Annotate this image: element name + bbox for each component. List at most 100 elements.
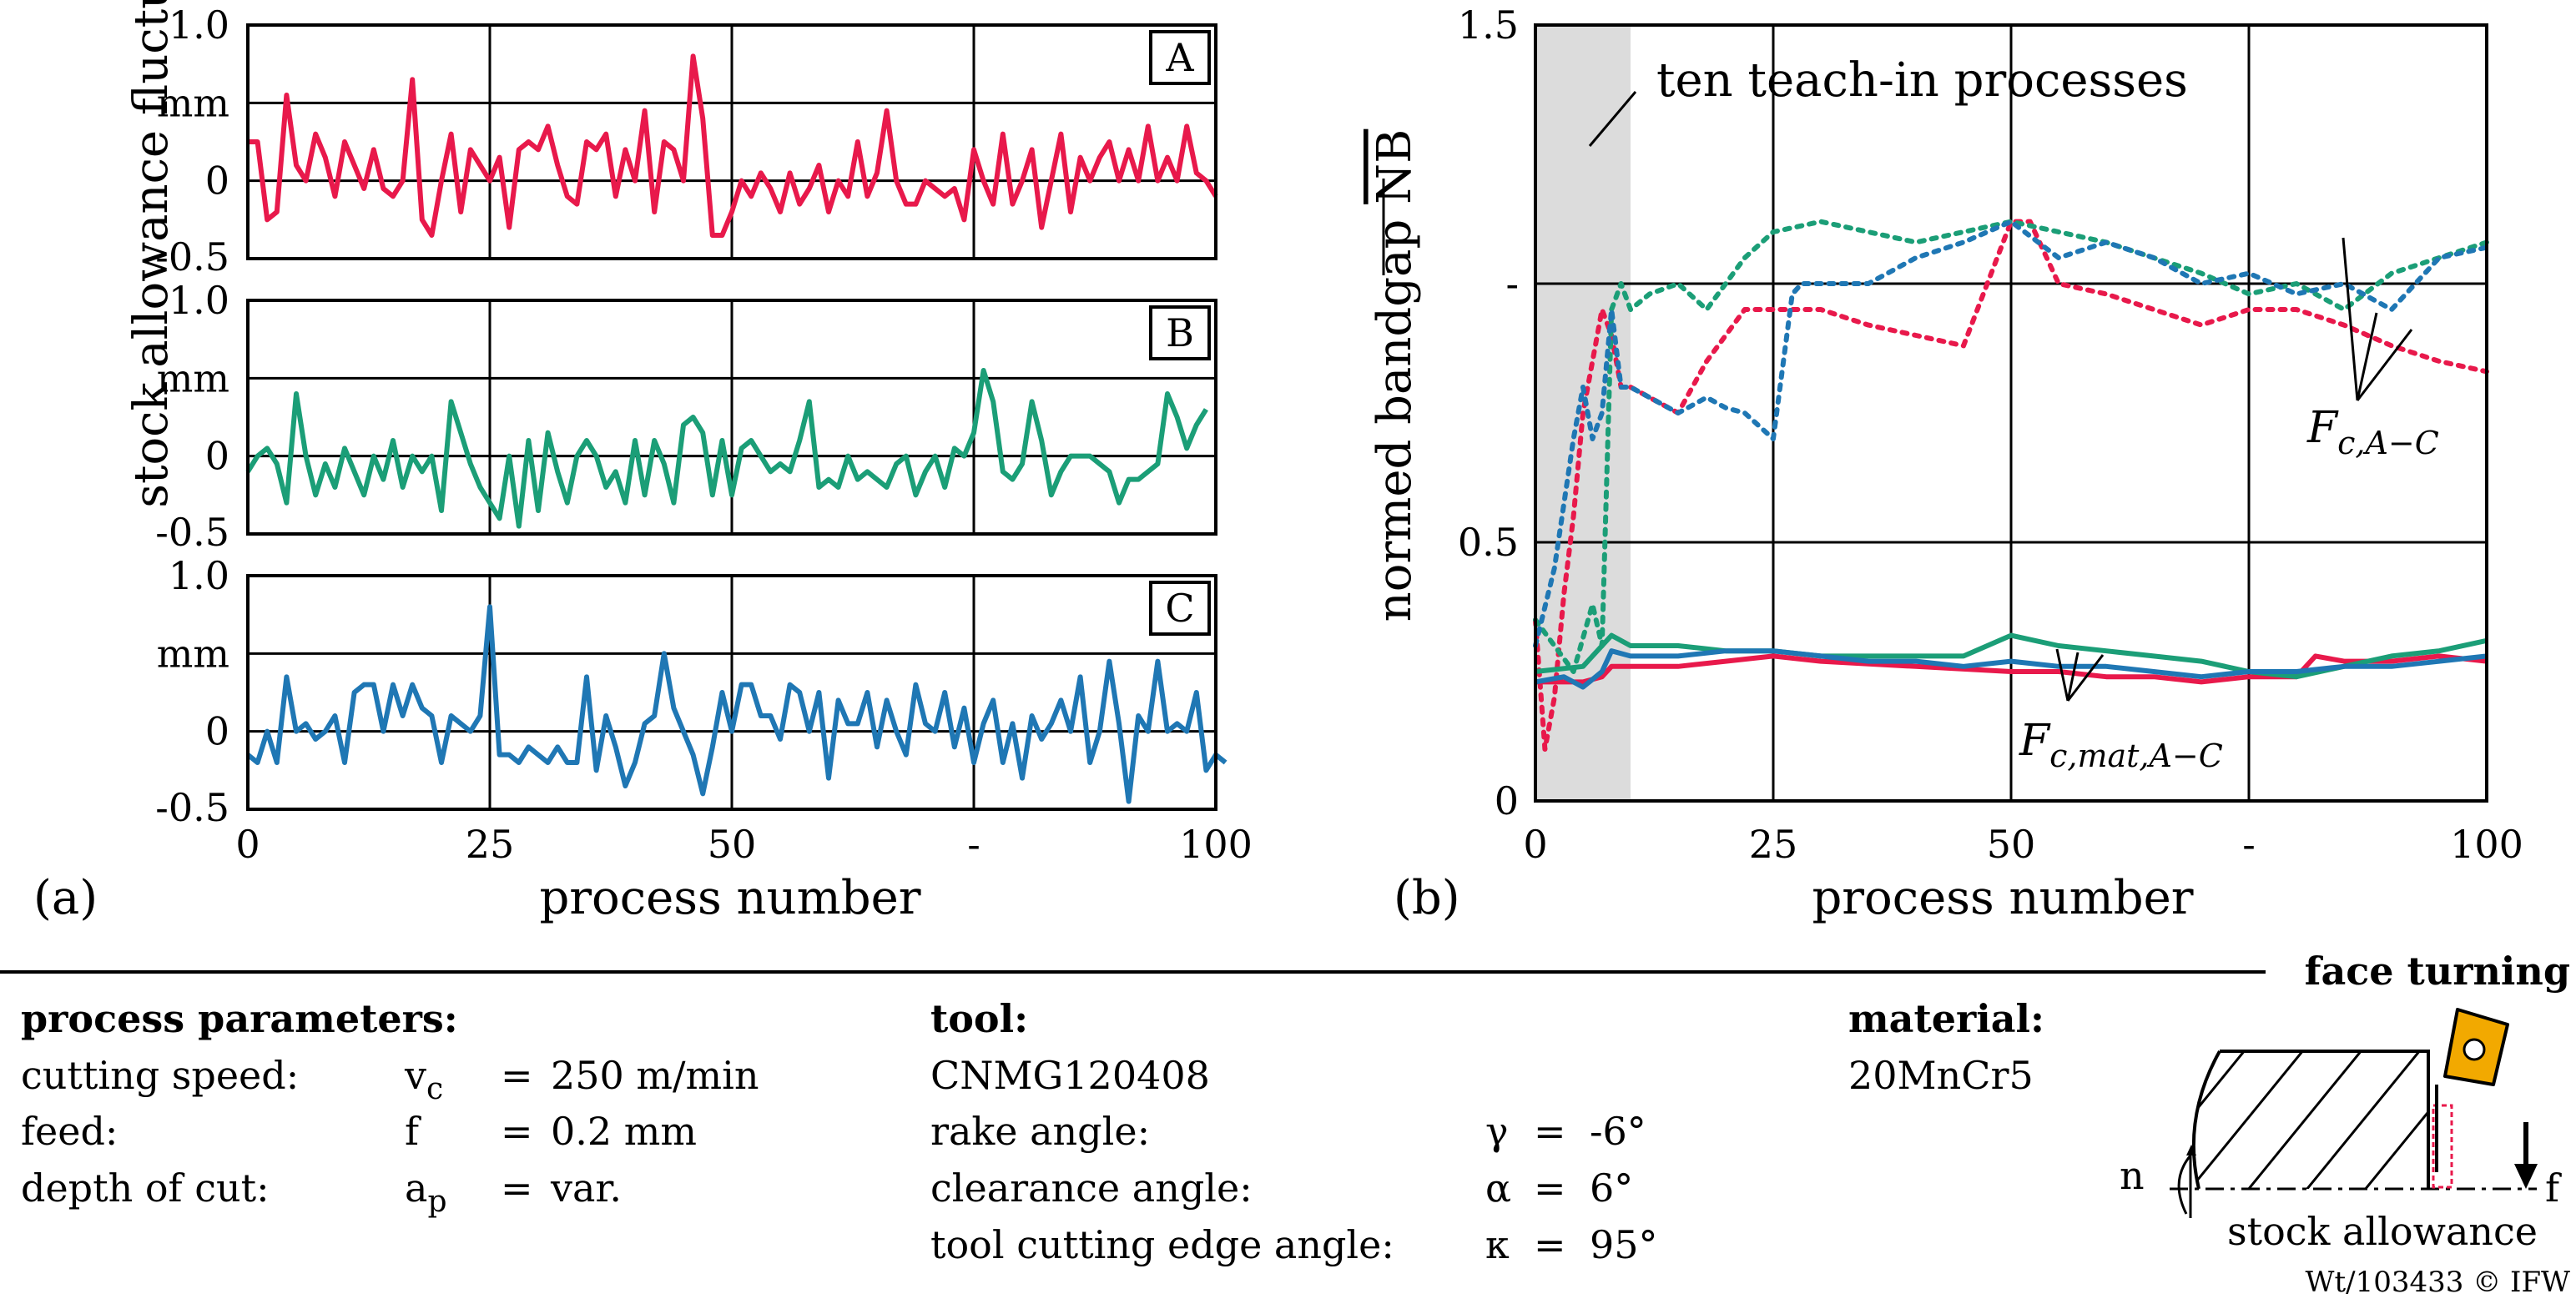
y-tick-label: 0: [205, 709, 229, 754]
y-tick-label: -0.5: [155, 234, 229, 279]
annotation-fc-symbol: F: [2306, 403, 2339, 453]
subplot-c: C 1.0 mm 0 -0.5: [155, 553, 1228, 830]
series-fc-mat-a: [1535, 653, 2488, 685]
insert-hole-icon: [2463, 1038, 2486, 1061]
y-tick-label: mm: [157, 80, 229, 125]
leader-fcmat-3: [2066, 654, 2105, 702]
leader-fcmat-2: [2066, 652, 2079, 702]
series-line-a: [248, 53, 1218, 238]
annotation-fc: Fc,A−C: [2306, 237, 2439, 461]
workpiece-outline: [2191, 1050, 2430, 1190]
tool-eq-rake: =: [1534, 1109, 1566, 1154]
tool-value-edge: 95°: [1590, 1222, 1658, 1267]
material-name: 20MnCr5: [1848, 1053, 2034, 1098]
plot-frame-b: [1534, 23, 2488, 803]
teach-in-leader-line: [1588, 91, 1637, 147]
param-symbol-speed: vc: [404, 1053, 443, 1106]
param-symbol-depth-main: a: [405, 1166, 427, 1211]
param-symbol-feed: f: [405, 1109, 421, 1154]
feed-arrow-head-icon: [2514, 1164, 2538, 1189]
y-tick-label: 1.5: [1458, 3, 1519, 48]
material-heading: material:: [1848, 996, 2044, 1041]
tool-name: CNMG120408: [930, 1053, 1210, 1098]
leader-fcmat-1: [2055, 648, 2069, 702]
x-tick-label: -: [967, 822, 980, 867]
tool-eq-edge: =: [1534, 1222, 1566, 1267]
tool-eq-clearance: =: [1534, 1166, 1566, 1211]
leader-fc-3: [2356, 329, 2413, 401]
series-line-b: [245, 368, 1208, 529]
panel-b: 1.5 - 0.5 0 0 25 50 - 100 ten teach-in processe…: [1368, 3, 2523, 925]
stock-allowance-zone: [2432, 1104, 2453, 1189]
annotation-fcmat: Fc,mat,A−C: [2019, 648, 2223, 774]
y-tick-label: 0: [205, 434, 229, 479]
y-tick-label: 0.5: [1458, 520, 1519, 565]
x-tick-label: 100: [2450, 822, 2523, 867]
series-line-c: [246, 604, 1228, 804]
param-eq-speed: =: [501, 1053, 533, 1098]
tool-value-rake: -6°: [1590, 1109, 1646, 1154]
x-tick-labels-b: 0 25 50 - 100: [1523, 822, 2523, 867]
rotation-arrow-head-icon: [2186, 1145, 2196, 1155]
param-eq-feed: =: [501, 1109, 533, 1154]
subplot-letter-box: [1149, 581, 1211, 636]
param-symbol-speed-sub: c: [426, 1072, 443, 1106]
annotation-fc-label: Fc,A−C: [2306, 403, 2439, 461]
param-label-speed: cutting speed:: [21, 1053, 299, 1098]
series-b: [1533, 219, 2489, 752]
annotation-fcmat-sub: c,mat,A−C: [2049, 738, 2223, 774]
subplot-letter: A: [1165, 35, 1194, 80]
series-fc-b: [1533, 219, 2489, 674]
series-fc-c: [1533, 219, 2489, 648]
rotation-arrow-icon: [2177, 1151, 2192, 1218]
y-tick-label: -0.5: [155, 785, 229, 830]
y-tick-label: -0.5: [155, 510, 229, 555]
panel-label-b: (b): [1394, 871, 1460, 925]
param-symbol-depth-sub: p: [427, 1185, 446, 1219]
copyright: Wt/103433 © IFW: [2306, 1266, 2570, 1299]
tool-symbol-edge: κ: [1485, 1222, 1510, 1267]
x-axis-title-b: process number: [1812, 871, 2193, 925]
y-axis-title-b: normed bandgap NB: [1368, 129, 1422, 622]
x-tick-labels-a: 0 25 50 - 100: [235, 822, 1253, 867]
x-axis-title-a: process number: [539, 871, 920, 925]
y-axis-title-b-main: normed bandgap: [1368, 204, 1422, 622]
subplots-a: A 1.0 mm 0 -0.5 B 1.0 mm 0 -0.5 C 1.0 mm 0 -0.5: [155, 3, 1228, 830]
face-turning-schematic: face turning n f stock allowance Wt/1034…: [2120, 949, 2570, 1299]
series-fc-mat-c: [1535, 648, 2488, 690]
y-tick-label: 0: [1495, 778, 1519, 823]
annotation-fc-sub: c,A−C: [2337, 425, 2439, 461]
y-tick-label: 1.0: [169, 278, 229, 323]
subplot-letter: B: [1166, 310, 1194, 355]
y-tick-label: 1.0: [169, 3, 229, 48]
x-tick-label: 50: [1987, 822, 2036, 867]
x-tick-label: 50: [708, 822, 757, 867]
panel-a: stock allowance fluctuation A 1.0 mm 0 -0.5 B…: [33, 0, 1253, 925]
y-tick-label: mm: [157, 355, 229, 400]
tool-info: tool: CNMG120408 rake angle: clearance a…: [930, 996, 1658, 1267]
x-tick-label: 0: [1523, 822, 1547, 867]
tool-symbol-clearance: α: [1485, 1166, 1511, 1211]
subplot-frame: [246, 23, 1217, 260]
y-tick-label: 1.0: [169, 553, 229, 598]
x-tick-label: 100: [1179, 822, 1253, 867]
subplot-frame: [246, 299, 1217, 536]
y-axis-title-b-nb: NB: [1368, 129, 1422, 204]
material-info: material: 20MnCr5: [1848, 996, 2044, 1098]
y-tick-label: -: [1505, 261, 1519, 306]
subplot-a: A 1.0 mm 0 -0.5: [155, 3, 1218, 279]
process-parameters: process parameters: cutting speed: feed:…: [21, 996, 759, 1219]
subplot-frame: [246, 574, 1217, 811]
tool-label-clearance: clearance angle:: [930, 1166, 1253, 1211]
annotation-fcmat-label: Fc,mat,A−C: [2019, 716, 2223, 774]
tool-value-clearance: 6°: [1590, 1166, 1633, 1211]
x-tick-label: 25: [1749, 822, 1798, 867]
y-axis-title-a: stock allowance fluctuation: [124, 0, 179, 508]
teach-in-label: ten teach-in processes: [1656, 53, 2188, 108]
schematic-n: n: [2120, 1153, 2145, 1198]
leader-fc-2: [2356, 312, 2378, 401]
tool-label-edge: tool cutting edge angle:: [930, 1222, 1394, 1267]
param-value-feed: 0.2 mm: [551, 1109, 697, 1154]
x-tick-label: 25: [466, 822, 515, 867]
